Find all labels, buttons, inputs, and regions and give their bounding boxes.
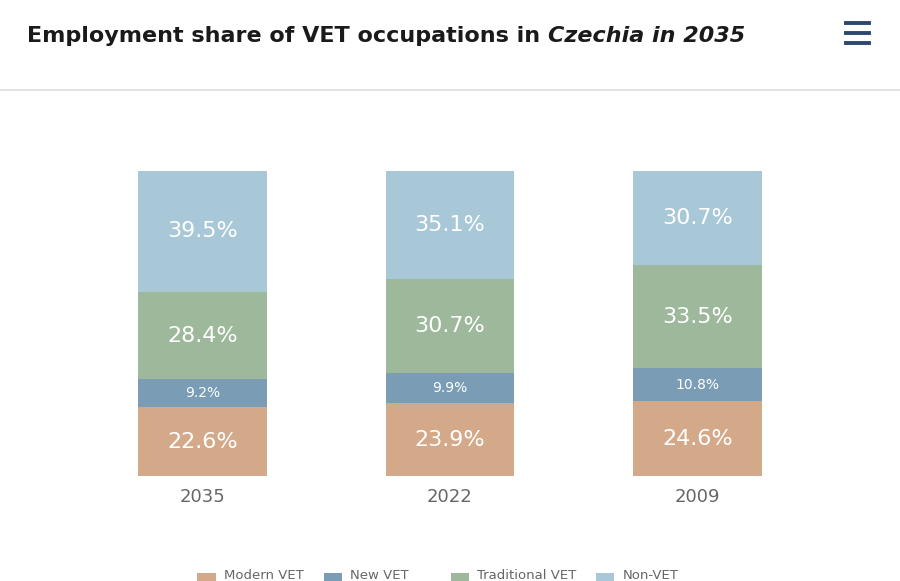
- Text: 35.1%: 35.1%: [415, 215, 485, 235]
- Text: 33.5%: 33.5%: [662, 307, 733, 327]
- Bar: [634, 368, 761, 401]
- Text: Employment share of VET occupations in: Employment share of VET occupations in: [27, 26, 548, 46]
- Legend: Modern VET
occupations, New VET
occupations, Traditional VET
occupations, Non-VE: Modern VET occupations, New VET occupati…: [192, 564, 708, 581]
- Text: 9.2%: 9.2%: [184, 386, 220, 400]
- Text: 23.9%: 23.9%: [415, 430, 485, 450]
- Bar: [138, 407, 267, 476]
- Text: 28.4%: 28.4%: [167, 325, 238, 346]
- Bar: [634, 266, 761, 368]
- Bar: [385, 171, 515, 279]
- Text: 30.7%: 30.7%: [662, 209, 733, 228]
- Text: 10.8%: 10.8%: [676, 378, 719, 392]
- Text: 9.9%: 9.9%: [432, 381, 468, 395]
- Text: 39.5%: 39.5%: [167, 221, 238, 242]
- Text: 30.7%: 30.7%: [415, 316, 485, 336]
- Bar: [634, 171, 761, 266]
- Text: 24.6%: 24.6%: [662, 429, 733, 449]
- Bar: [138, 292, 267, 379]
- Bar: [385, 373, 515, 403]
- Bar: [138, 379, 267, 407]
- Bar: [138, 171, 267, 292]
- Bar: [634, 401, 761, 476]
- Bar: [385, 279, 515, 373]
- Text: Czechia in 2035: Czechia in 2035: [548, 26, 745, 46]
- Text: 22.6%: 22.6%: [167, 432, 238, 452]
- Bar: [385, 403, 515, 476]
